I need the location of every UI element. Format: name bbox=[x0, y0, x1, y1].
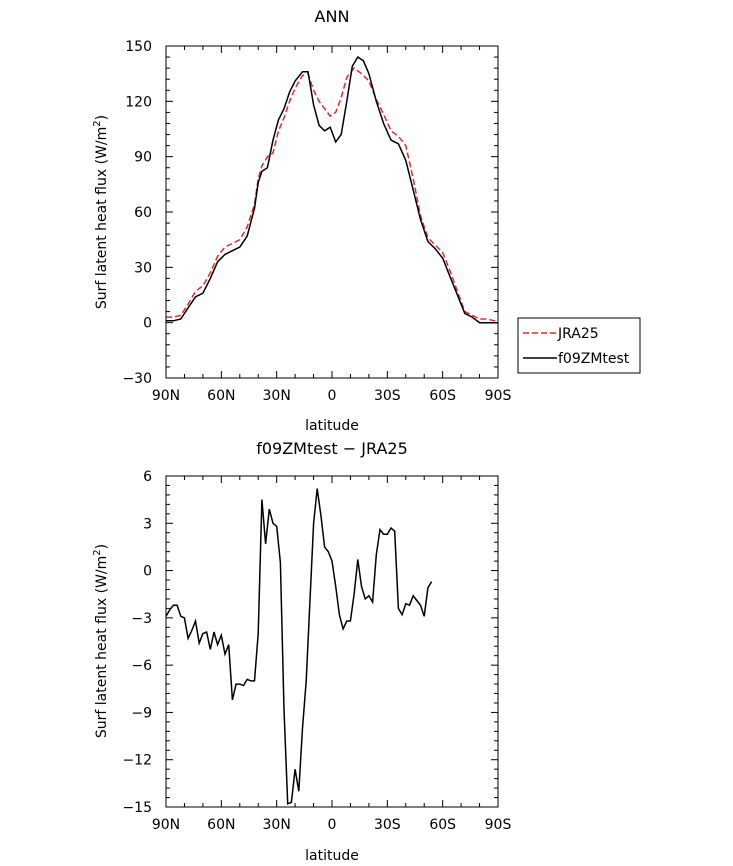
x-tick-label: 0 bbox=[328, 817, 337, 833]
y-tick-label: 120 bbox=[125, 94, 152, 110]
x-tick-label: 90N bbox=[152, 388, 180, 404]
x-tick-label: 30N bbox=[263, 388, 291, 404]
x-tick-label: 30S bbox=[374, 817, 401, 833]
x-tick-label: 30N bbox=[263, 817, 291, 833]
y-tick-label: −15 bbox=[122, 800, 152, 816]
y-tick-label: 30 bbox=[134, 260, 152, 276]
y-tick-label: −30 bbox=[122, 371, 152, 387]
y-tick-label: −6 bbox=[131, 658, 152, 674]
legend: JRA25 f09ZMtest bbox=[517, 317, 641, 374]
chart-difference: f09ZMtest − JRA25 90N 60N 30N 0 30S 60S 90S −15… bbox=[92, 439, 511, 864]
legend-box bbox=[517, 317, 641, 374]
y-tick-label: 90 bbox=[134, 150, 152, 166]
x-tick-label: 90S bbox=[485, 817, 512, 833]
y-axis-label: Surf latent heat flux (W/m2) bbox=[92, 115, 110, 309]
x-tick-label: 60S bbox=[429, 817, 456, 833]
plot-frame bbox=[165, 475, 499, 808]
series-line-f09zmtest bbox=[166, 56, 498, 324]
x-tick-label: 60N bbox=[207, 817, 235, 833]
x-axis-label: latitude bbox=[305, 848, 359, 864]
legend-entry-jra25: JRA25 bbox=[557, 326, 599, 342]
y-tick-label: 3 bbox=[143, 516, 152, 532]
chart-title: f09ZMtest − JRA25 bbox=[256, 439, 408, 458]
legend-entry-f09zmtest: f09ZMtest bbox=[558, 351, 630, 367]
axes: 90N 60N 30N 0 30S 60S 90S −30 0 30 60 90 120 150 bbox=[122, 39, 511, 404]
y-tick-label: 60 bbox=[134, 205, 152, 221]
y-tick-label: −9 bbox=[131, 705, 152, 721]
x-tick-label: 30S bbox=[374, 388, 401, 404]
x-tick-label: 90S bbox=[485, 388, 512, 404]
plot-area bbox=[166, 56, 498, 324]
chart-annual-mean: ANN 90N 60N 30N 0 30S 60S 90S−300306090120150 … bbox=[92, 7, 641, 434]
y-tick-label: 0 bbox=[143, 564, 152, 580]
x-tick-label: 90N bbox=[152, 817, 180, 833]
plot-area bbox=[165, 488, 433, 805]
x-tick-label: 60S bbox=[429, 388, 456, 404]
x-tick-label: 0 bbox=[328, 388, 337, 404]
y-tick-label: −12 bbox=[122, 753, 152, 769]
series-line-jra25 bbox=[166, 67, 498, 322]
series-line-difference bbox=[165, 488, 433, 805]
x-tick-label: 60N bbox=[207, 388, 235, 404]
chart-title: ANN bbox=[315, 7, 350, 26]
y-axis-label: Surf latent heat flux (W/m2) bbox=[92, 544, 110, 738]
y-tick-label: 6 bbox=[143, 469, 152, 485]
axes: 90N 60N 30N 0 30S 60S 90S −15 −12 −9 −6 −3 0 3 6 bbox=[122, 469, 511, 833]
plot-frame bbox=[165, 45, 499, 379]
y-tick-label: −3 bbox=[131, 611, 152, 627]
y-tick-label: 150 bbox=[125, 39, 152, 55]
x-axis-label: latitude bbox=[305, 418, 359, 434]
y-tick-label: 0 bbox=[143, 316, 152, 332]
